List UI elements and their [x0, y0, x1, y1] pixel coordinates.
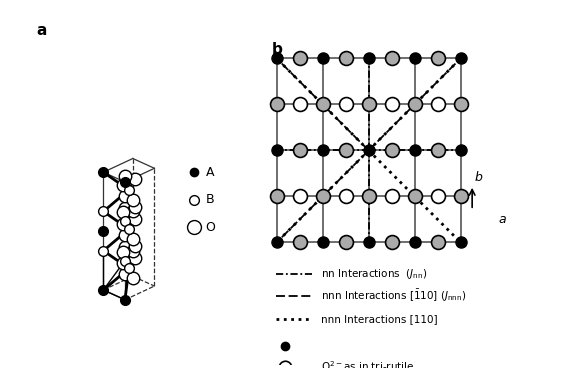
Text: A: A	[205, 166, 214, 179]
Text: b: b	[475, 170, 483, 184]
Text: a: a	[499, 213, 506, 226]
Text: B: B	[205, 193, 214, 206]
Text: nnn Interactions [$\bar{1}$10] ($J_\mathrm{nnn}$): nnn Interactions [$\bar{1}$10] ($J_\math…	[321, 288, 466, 304]
Text: a: a	[36, 23, 47, 38]
Text: O$^{2-}$as in tri-rutile: O$^{2-}$as in tri-rutile	[321, 360, 414, 368]
Text: b: b	[272, 42, 283, 57]
Text: O: O	[205, 221, 215, 234]
Text: nn Interactions  ($J_\mathrm{nn}$): nn Interactions ($J_\mathrm{nn}$)	[321, 267, 427, 281]
Text: nnn Interactions [110]: nnn Interactions [110]	[321, 314, 438, 324]
